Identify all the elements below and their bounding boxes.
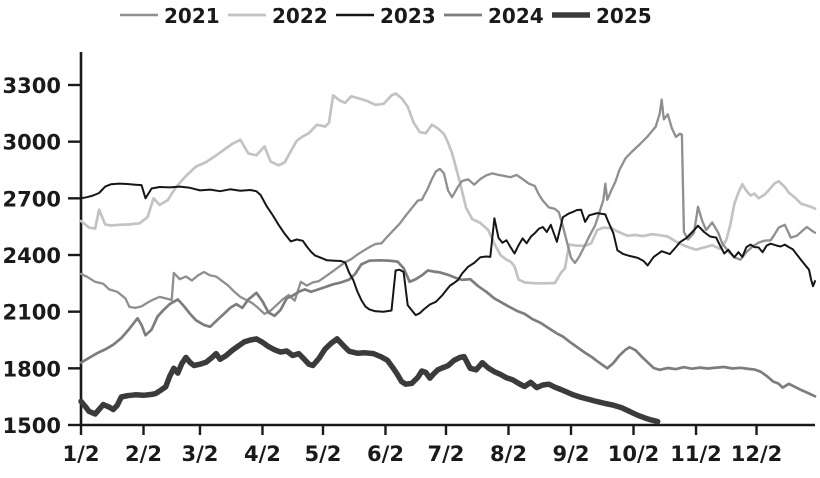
x-tick-label: 9/2 [553,442,590,466]
series-line-2023 [80,182,816,317]
legend-label-2023: 2023 [380,4,436,28]
y-tick-label: 2400 [3,244,61,268]
x-tick-label: 8/2 [490,442,527,466]
legend-item-2025: 2025 [552,4,652,28]
series-line-2024 [79,258,817,398]
legend-item-2021: 2021 [120,4,220,28]
legend: 2021 2022 2023 2024 2025 [120,4,652,28]
x-tick-label: 4/2 [244,442,281,466]
y-tick-label: 1500 [3,414,61,438]
legend-label-2021: 2021 [164,4,220,28]
y-tick-label: 2100 [3,301,61,325]
legend-label-2024: 2024 [488,4,544,28]
legend-label-2025: 2025 [596,4,652,28]
legend-item-2023: 2023 [336,4,436,28]
x-tick-label: 1/2 [63,442,100,466]
y-tick-label: 3000 [3,131,61,155]
y-tick-label: 3300 [3,74,61,98]
axes: 1500 1800 2100 2400 2700 3000 3300 1/2 2/2 3/2 4/2… [3,52,815,466]
legend-item-2022: 2022 [228,4,328,28]
x-tick-label: 7/2 [428,442,465,466]
series-line-2022 [79,92,817,285]
y-tick-label: 2700 [3,187,61,211]
x-tick-label: 3/2 [182,442,219,466]
x-tick-label: 2/2 [125,442,162,466]
x-tick-label: 6/2 [367,442,404,466]
x-tick-label: 11/2 [670,442,722,466]
legend-label-2022: 2022 [272,4,328,28]
series-line-2021 [79,98,817,316]
x-tick-label: 10/2 [608,442,660,466]
y-tick-label: 1800 [3,357,61,381]
series-lines [78,92,817,425]
series-line-2025 [78,336,661,425]
x-tick-label: 5/2 [305,442,342,466]
x-tick-label: 12/2 [731,442,783,466]
legend-item-2024: 2024 [444,4,544,28]
